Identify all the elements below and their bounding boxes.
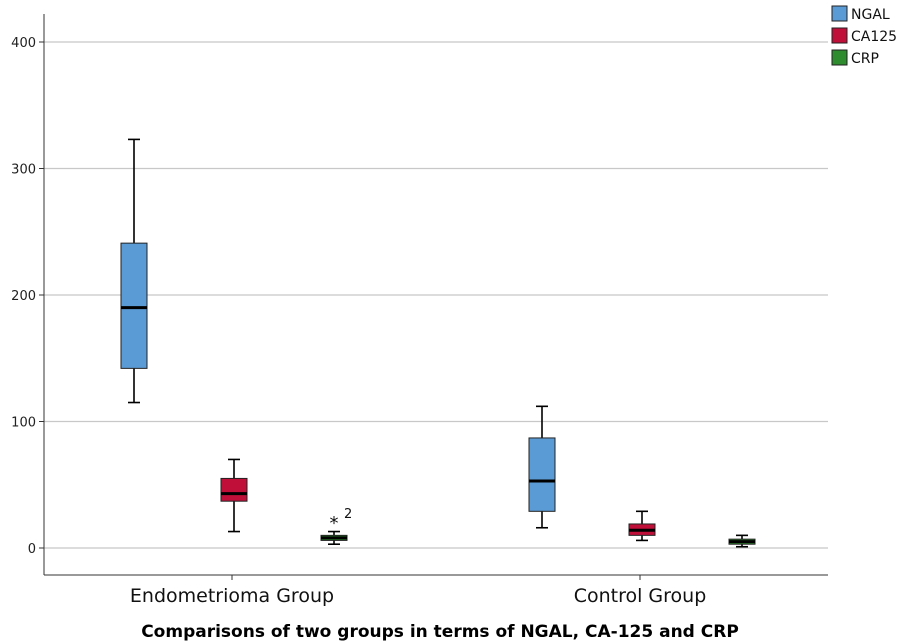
box-ca125-endometrioma [220,458,248,533]
legend: NGAL CA125 CRP [831,5,897,67]
labels: 0 100 200 300 400 Endometrioma Group Control G… [11,36,706,607]
box-crp-control [728,534,756,548]
legend-label-ngal: NGAL [851,7,890,23]
box-ngal-control [528,405,556,529]
y-tick-label: 100 [11,416,36,431]
legend-swatch-crp [831,49,848,66]
outlier-label: 2 [344,507,352,522]
y-tick-label: 400 [11,36,36,51]
x-category-label: Control Group [574,585,707,607]
iqr-box [528,437,556,512]
box-ngal-endometrioma [120,138,148,404]
y-tick-label: 200 [11,289,36,304]
x-axis-title: Comparisons of two groups in terms of NG… [141,622,739,642]
x-category-label: Endometrioma Group [130,585,334,607]
y-tick-label: 300 [11,163,36,178]
iqr-box [220,477,248,502]
y-tick-label: 0 [28,542,36,557]
gridlines [44,41,828,549]
axes [39,14,828,580]
iqr-box [120,242,148,369]
legend-label-ca125: CA125 [851,29,897,45]
box-ca125-control [628,510,656,542]
legend-swatch-ca125 [831,27,848,44]
legend-swatch-ngal [831,5,848,22]
outlier-marker: * [330,513,339,534]
boxes [120,138,756,548]
box-crp-endometrioma [320,530,348,546]
legend-label-crp: CRP [851,51,879,67]
